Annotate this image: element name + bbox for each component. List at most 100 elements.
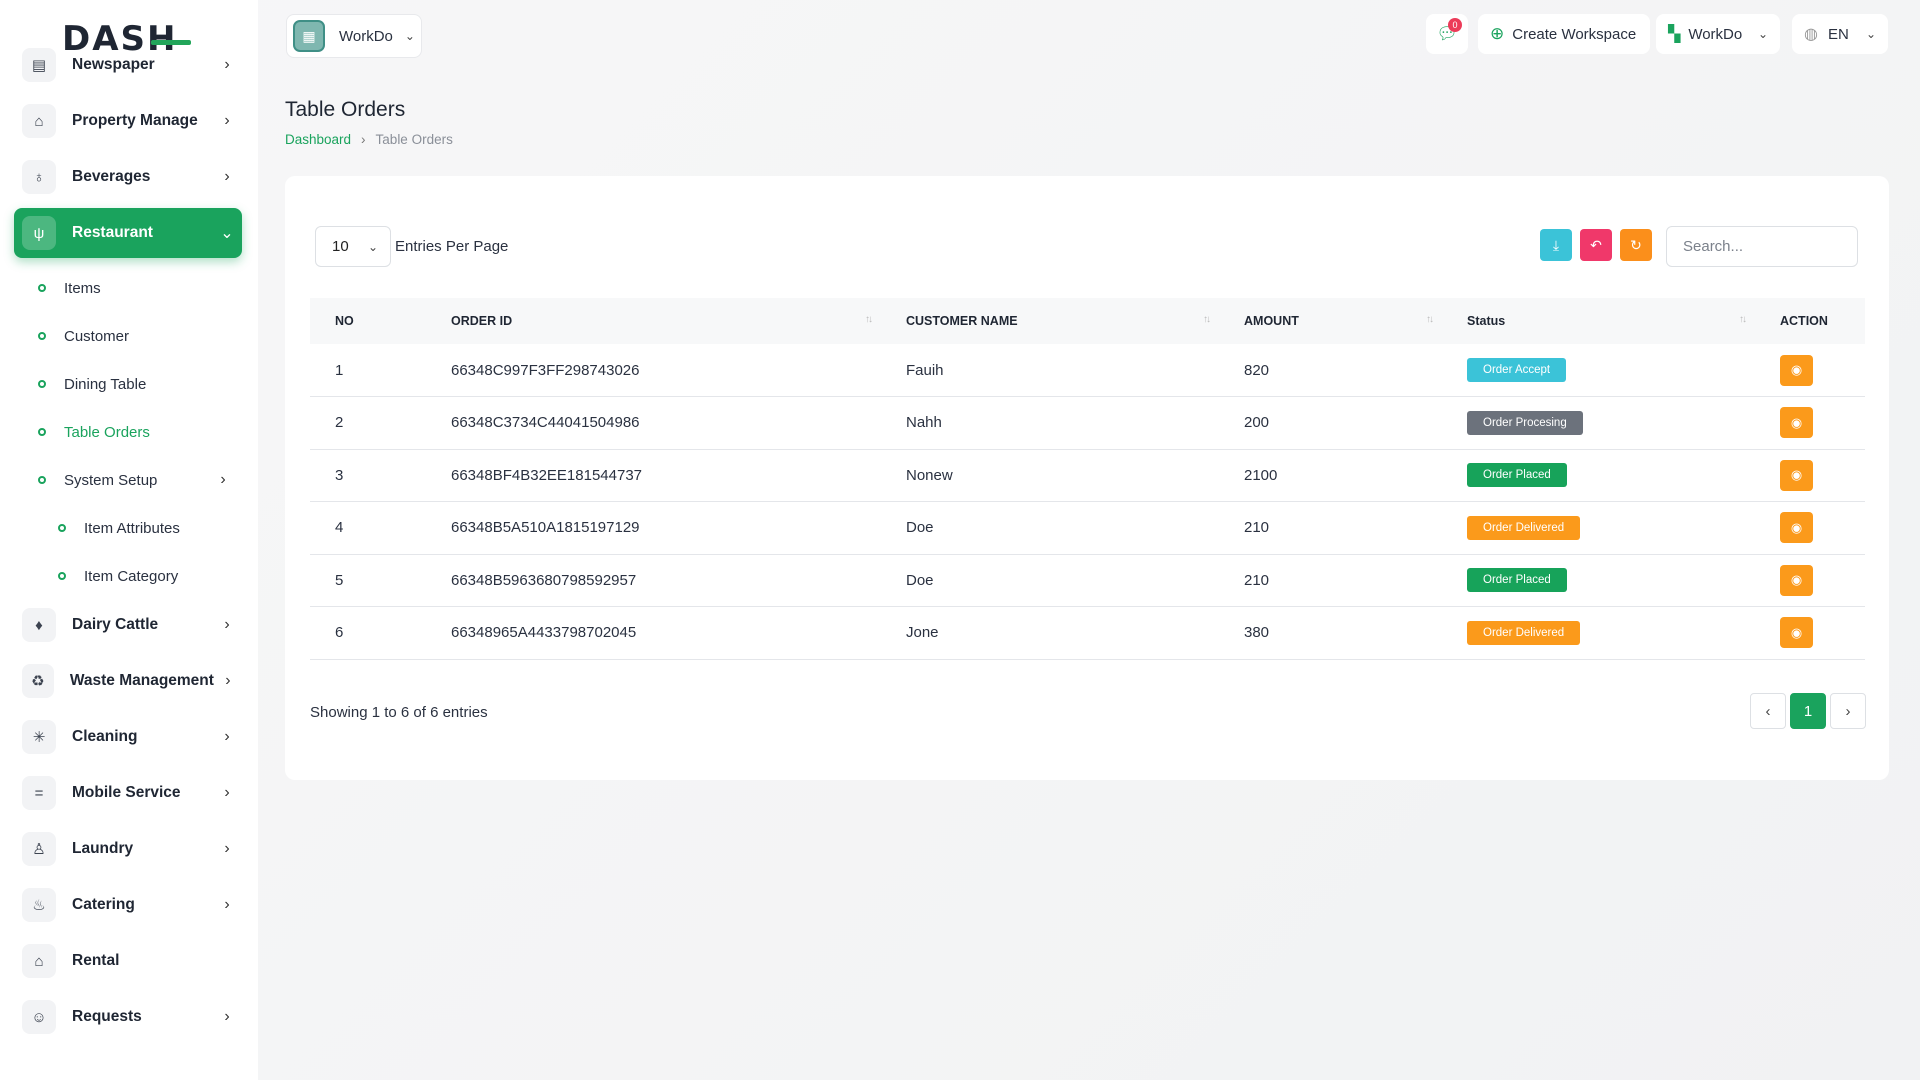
- next-page-button[interactable]: ›: [1830, 693, 1866, 729]
- sidebar-item-label: Property Manage: [72, 112, 198, 129]
- brand-logo[interactable]: DASH: [62, 19, 192, 59]
- workspace-switcher[interactable]: ▦ WorkDo ⌄: [286, 14, 422, 58]
- reset-button[interactable]: ↶: [1580, 229, 1612, 261]
- previous-page-button[interactable]: ‹: [1750, 693, 1786, 729]
- sidebar-item-label: Dairy Cattle: [72, 616, 159, 633]
- cell-amount: 210: [1219, 554, 1442, 607]
- view-order-button[interactable]: ◉: [1780, 512, 1813, 544]
- view-order-button[interactable]: ◉: [1780, 354, 1813, 386]
- bullet-icon: [38, 332, 46, 340]
- sidebar-item-catering[interactable]: ♨ Catering ›: [14, 880, 242, 930]
- chevron-down-icon: ⌄: [404, 29, 415, 43]
- chevron-right-icon: ›: [224, 168, 230, 185]
- logo-underline: [151, 39, 192, 45]
- message-count-badge: 0: [1448, 18, 1462, 32]
- plus-circle-icon: ⊕: [1490, 24, 1505, 43]
- cell-amount: 820: [1219, 344, 1442, 397]
- submenu-item-item-attributes[interactable]: Item Attributes: [54, 504, 242, 552]
- cell-customer-name: Doe: [881, 554, 1219, 607]
- undo-icon: ↶: [1590, 236, 1602, 253]
- sidebar-item-label: Cleaning: [72, 728, 138, 745]
- status-badge: Order Placed: [1467, 568, 1567, 593]
- submenu-item-items[interactable]: Items: [34, 264, 242, 312]
- sidebar-item-mobile-service[interactable]: = Mobile Service ›: [14, 768, 242, 818]
- sidebar-item-dairy-cattle[interactable]: ♦ Dairy Cattle ›: [14, 600, 242, 650]
- cell-amount: 2100: [1219, 449, 1442, 502]
- refresh-icon: ↻: [1630, 236, 1642, 253]
- cell-action: ◉: [1755, 501, 1865, 555]
- column-header-order-id[interactable]: ORDER ID ↑↓: [426, 298, 881, 344]
- chevron-right-icon: ›: [220, 471, 226, 488]
- view-order-button[interactable]: ◉: [1780, 617, 1813, 649]
- workspace-menu-button[interactable]: ▚ WorkDo ⌄: [1656, 14, 1780, 54]
- sort-icon: ↑↓: [865, 314, 873, 325]
- submenu-item-customer[interactable]: Customer: [34, 312, 242, 360]
- chevron-right-icon: ›: [361, 132, 366, 147]
- chevron-right-icon: ›: [224, 616, 230, 633]
- cell-action: ◉: [1755, 396, 1865, 450]
- breadcrumb: Dashboard › Table Orders: [285, 132, 453, 147]
- table-row: 6 66348965A4433798702045 Jone 380 Order Deli…: [310, 606, 1865, 660]
- cell-order-id: 66348B5963680798592957: [426, 554, 881, 607]
- fork-knife-icon: ψ: [22, 216, 56, 250]
- download-icon: ⤓: [1552, 236, 1560, 253]
- chevron-right-icon: ›: [224, 840, 230, 857]
- column-header-status[interactable]: Status ↑↓: [1442, 298, 1755, 344]
- page-button[interactable]: 1: [1790, 693, 1826, 729]
- view-order-button[interactable]: ◉: [1780, 564, 1813, 596]
- view-order-button[interactable]: ◉: [1780, 407, 1813, 439]
- submenu-item-system-setup[interactable]: System Setup ›: [34, 456, 242, 504]
- cell-status: Order Procesing: [1442, 396, 1755, 450]
- sidebar-item-restaurant[interactable]: ψ Restaurant ⌄: [14, 208, 242, 258]
- cell-customer-name: Doe: [881, 501, 1219, 555]
- sidebar-item-label: Mobile Service: [72, 784, 181, 801]
- sidebar-item-rental[interactable]: ⌂ Rental: [14, 936, 242, 986]
- sidebar-item-requests[interactable]: ☺ Requests ›: [14, 992, 242, 1042]
- table-row: 4 66348B5A510A1815197129 Doe 210 Order Deliv…: [310, 501, 1865, 555]
- milk-bottle-icon: ♦: [22, 608, 56, 642]
- cell-status: Order Accept: [1442, 344, 1755, 397]
- sidebar-item-waste-management[interactable]: ♻ Waste Management ›: [14, 656, 242, 706]
- bullet-icon: [38, 476, 46, 484]
- breadcrumb-dashboard-link[interactable]: Dashboard: [285, 132, 352, 147]
- messages-button[interactable]: 💬︎ 0: [1426, 14, 1468, 54]
- column-header-label: ORDER ID: [451, 314, 513, 328]
- cell-action: ◉: [1755, 449, 1865, 502]
- entries-per-page-select[interactable]: 10 ⌄: [315, 226, 391, 267]
- sidebar-item-beverages[interactable]: ♁ Beverages ›: [14, 152, 242, 202]
- cell-no: 5: [310, 554, 426, 607]
- column-header-no[interactable]: NO: [310, 298, 426, 344]
- sidebar-item-property-manage[interactable]: ⌂ Property Manage ›: [14, 96, 242, 146]
- column-header-customer-name[interactable]: CUSTOMER NAME ↑↓: [881, 298, 1219, 344]
- chevron-right-icon: ›: [224, 112, 230, 129]
- chevron-down-icon: ⌄: [367, 239, 378, 254]
- chevron-right-icon: ›: [225, 672, 231, 689]
- sidebar-item-label: Restaurant: [72, 224, 153, 241]
- submenu-item-table-orders[interactable]: Table Orders: [34, 408, 242, 456]
- language-selector[interactable]: ◍ EN ⌄: [1792, 14, 1888, 54]
- search-input[interactable]: [1666, 226, 1858, 267]
- cell-customer-name: Fauih: [881, 344, 1219, 397]
- sidebar-item-laundry[interactable]: ♙ Laundry ›: [14, 824, 242, 874]
- entries-value: 10: [332, 238, 349, 255]
- status-badge: Order Accept: [1467, 358, 1567, 382]
- eye-icon: ◉: [1790, 572, 1803, 588]
- cell-amount: 380: [1219, 606, 1442, 660]
- view-order-button[interactable]: ◉: [1780, 459, 1813, 491]
- reload-button[interactable]: ↻: [1620, 229, 1652, 261]
- sidebar-nav: ▤ Newspaper › ⌂ Property Manage › ♁ Beverages › ψ…: [14, 40, 242, 1048]
- column-header-amount[interactable]: AMOUNT ↑↓: [1219, 298, 1442, 344]
- create-workspace-label: Create Workspace: [1512, 25, 1637, 43]
- create-workspace-button[interactable]: ⊕ Create Workspace: [1478, 14, 1650, 54]
- sort-icon: ↑↓: [1426, 314, 1434, 325]
- menu-lines-icon: =: [22, 776, 56, 810]
- sidebar-item-newspaper[interactable]: ▤ Newspaper ›: [14, 40, 242, 90]
- submenu-item-item-category[interactable]: Item Category: [54, 552, 242, 600]
- bullet-icon: [58, 524, 66, 532]
- submenu-item-dining-table[interactable]: Dining Table: [34, 360, 242, 408]
- export-button[interactable]: ⤓: [1540, 229, 1572, 261]
- pagination: ‹ 1 ›: [1750, 693, 1866, 729]
- sidebar-item-cleaning[interactable]: ✳ Cleaning ›: [14, 712, 242, 762]
- sidebar-item-label: Newspaper: [72, 56, 155, 73]
- cell-amount: 200: [1219, 396, 1442, 450]
